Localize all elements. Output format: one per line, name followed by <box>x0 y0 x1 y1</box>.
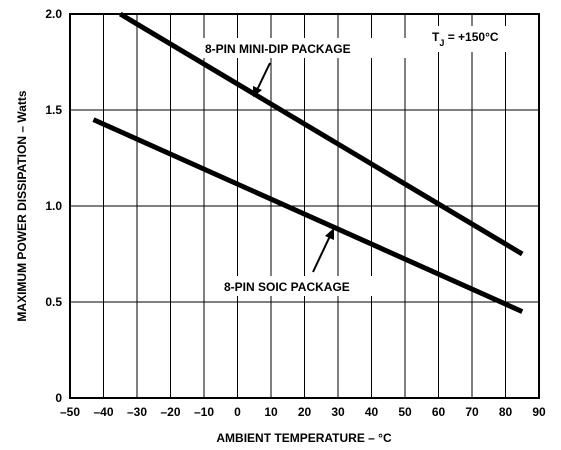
annotation-mini-dip-arrow <box>256 62 271 91</box>
x-tick-label: –20 <box>160 405 180 419</box>
junction-temp-label: TJ = +150°C <box>430 26 530 52</box>
x-tick-label: 90 <box>532 405 546 419</box>
annotation-mini-dip-label: 8-PIN MINI-DIP PACKAGE <box>205 42 351 56</box>
y-tick-label: 2.0 <box>45 7 62 21</box>
x-tick-label: 20 <box>298 405 312 419</box>
x-tick-label: 60 <box>432 405 446 419</box>
x-tick-label: 10 <box>264 405 278 419</box>
x-tick-label: 40 <box>365 405 379 419</box>
x-tick-label: –30 <box>127 405 147 419</box>
x-tick-label: 50 <box>398 405 412 419</box>
x-axis-title: AMBIENT TEMPERATURE – °C <box>216 431 392 445</box>
mini-dip-series-line <box>118 11 524 257</box>
x-tick-label: –10 <box>194 405 214 419</box>
y-tick-label: 1.5 <box>45 103 62 117</box>
y-tick-label: 0.5 <box>45 295 62 309</box>
y-tick-labels: 0 0.5 1.0 1.5 2.0 <box>45 7 62 405</box>
junction-temp-bg <box>430 26 530 52</box>
annotation-mini-dip: 8-PIN MINI-DIP PACKAGE <box>202 38 420 97</box>
x-tick-label: 80 <box>499 405 513 419</box>
annotation-mini-dip-bg <box>202 38 420 58</box>
x-tick-label: 70 <box>465 405 479 419</box>
annotation-soic-arrow <box>312 235 331 273</box>
x-tick-label: –40 <box>93 405 113 419</box>
soic-series-line <box>92 117 524 314</box>
junction-temp-text: TJ = +150°C <box>432 30 499 48</box>
y-tick-label: 0 <box>55 391 62 405</box>
x-tick-label: 30 <box>331 405 345 419</box>
annotation-soic-arrowhead <box>325 228 334 240</box>
y-axis-title: MAXIMUM POWER DISSIPATION – Watts <box>15 90 29 321</box>
series-lines <box>92 11 524 314</box>
plot-frame <box>69 13 540 399</box>
x-tick-labels: –50 –40 –30 –20 –10 0 10 20 30 40 50 60 70 80 90 <box>60 405 546 419</box>
annotation-soic: 8-PIN SOIC PACKAGE <box>220 228 396 296</box>
annotation-mini-dip-arrowhead <box>253 86 262 97</box>
annotation-soic-label: 8-PIN SOIC PACKAGE <box>224 280 350 294</box>
y-tick-label: 1.0 <box>45 199 62 213</box>
x-tick-label: –50 <box>60 405 80 419</box>
x-tick-label: 0 <box>234 405 241 419</box>
annotation-soic-bg <box>220 276 396 296</box>
